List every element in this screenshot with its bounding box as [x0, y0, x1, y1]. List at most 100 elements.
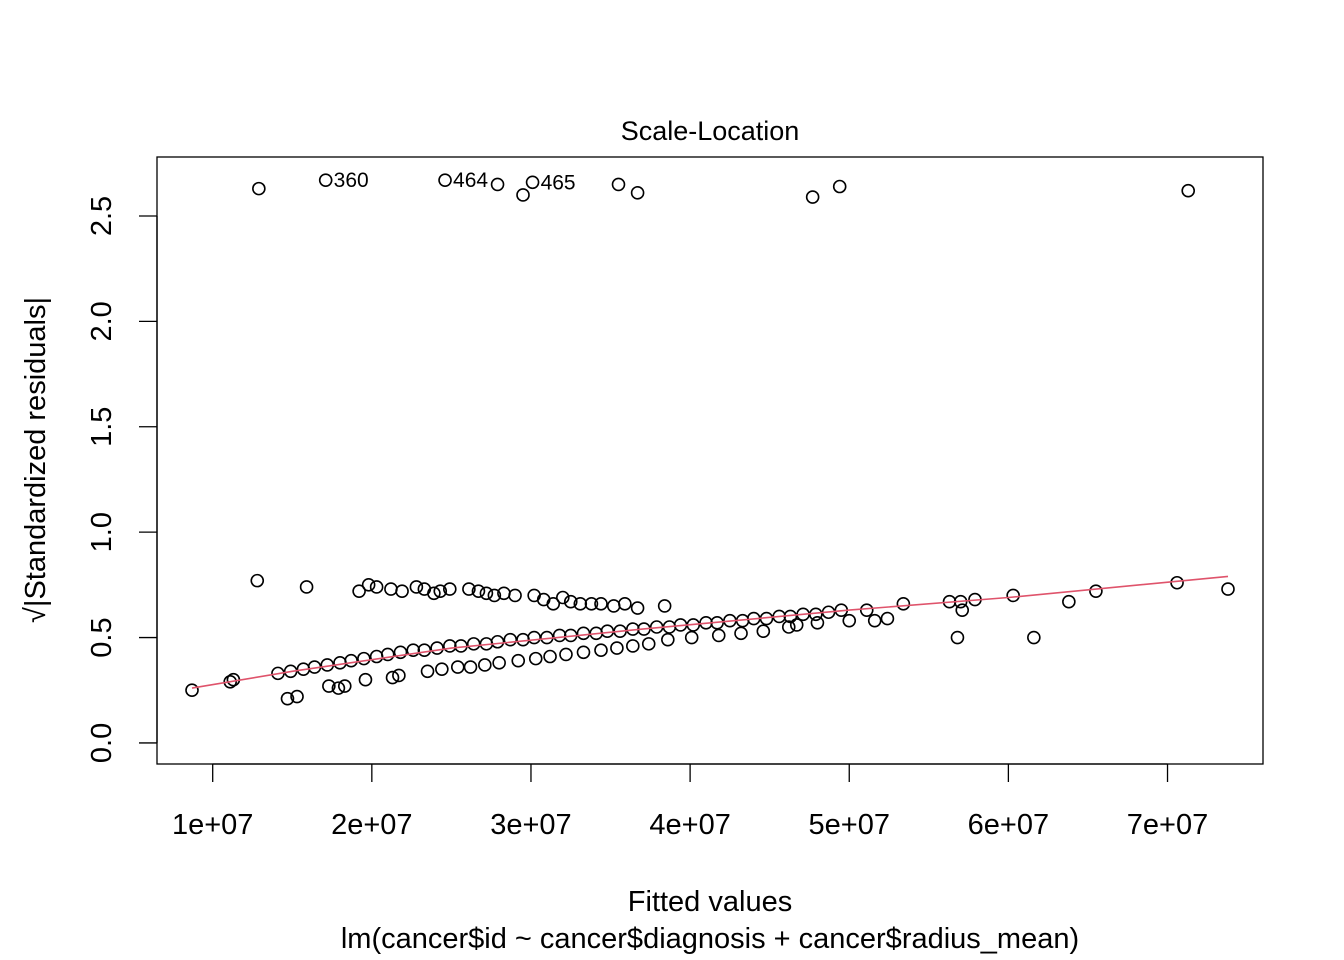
data-point — [435, 662, 449, 676]
data-point — [1089, 584, 1103, 598]
x-tick-label: 6e+07 — [968, 809, 1049, 841]
data-point — [492, 656, 506, 670]
y-axis: 0.0 0.5 1.0 1.5 2.0 2.5 — [86, 196, 158, 763]
data-point — [443, 582, 457, 596]
data-point — [471, 584, 486, 598]
data-point — [344, 653, 358, 668]
data-point — [734, 626, 748, 641]
data-point — [842, 613, 857, 628]
x-axis: 1e+07 2e+07 3e+07 4e+07 5e+07 6e+07 7e+07 — [172, 763, 1208, 841]
y-tick-label: 2.0 — [86, 301, 118, 341]
data-point — [600, 624, 615, 639]
data-point — [832, 179, 847, 194]
data-point — [684, 630, 699, 645]
data-point — [322, 679, 336, 693]
data-point — [805, 190, 820, 204]
data-point — [392, 668, 406, 683]
data-point — [630, 601, 645, 615]
data-point — [508, 588, 522, 603]
data-point — [1181, 183, 1196, 198]
data-point — [552, 628, 567, 643]
data-point — [490, 634, 505, 649]
data-point — [711, 628, 726, 643]
data-point — [511, 653, 526, 668]
y-tick-label: 2.5 — [86, 196, 118, 236]
data-point — [859, 603, 874, 617]
data-point — [955, 603, 970, 617]
data-point — [250, 573, 265, 588]
data-point — [385, 670, 400, 685]
data-point — [462, 582, 476, 596]
point-label: 464 — [453, 169, 488, 192]
x-tick-label: 2e+07 — [331, 809, 412, 841]
data-point — [516, 632, 530, 647]
data-point — [1221, 582, 1235, 596]
data-point — [781, 620, 796, 634]
data-point — [657, 599, 672, 613]
data-point — [950, 630, 965, 645]
data-point — [290, 689, 304, 704]
data-point — [490, 177, 505, 192]
data-point — [420, 664, 435, 679]
data-point — [384, 582, 398, 596]
data-point — [430, 641, 444, 655]
point-label: 465 — [541, 171, 576, 194]
data-point — [555, 590, 570, 605]
data-point — [369, 580, 384, 594]
labeled-data-point — [438, 173, 452, 187]
data-point — [1170, 575, 1184, 590]
x-tick-label: 1e+07 — [172, 809, 253, 841]
data-point — [503, 632, 518, 647]
y-tick-label: 0.0 — [86, 723, 118, 763]
data-point — [369, 649, 384, 664]
data-point — [576, 626, 591, 641]
data-point — [443, 639, 457, 653]
smooth-line — [191, 575, 1229, 689]
data-point — [409, 580, 424, 594]
data-point — [528, 651, 543, 666]
labeled-data-point — [318, 173, 333, 187]
data-point — [618, 597, 632, 611]
data-point — [393, 645, 408, 660]
data-point — [466, 637, 481, 651]
data-point — [661, 632, 675, 647]
data-point — [417, 643, 432, 657]
x-axis-label: Fitted values — [628, 886, 792, 918]
data-point — [626, 639, 640, 653]
data-point — [594, 643, 608, 657]
data-point — [610, 641, 624, 655]
model-formula-subtitle: lm(cancer$id ~ cancer$diagnosis + cancer… — [341, 923, 1079, 955]
data-point — [594, 597, 608, 611]
data-point — [867, 613, 882, 628]
data-point — [185, 683, 199, 698]
data-point — [546, 597, 561, 611]
data-point — [395, 584, 409, 598]
y-axis-label: √|Standardized residuals| — [20, 297, 52, 623]
data-point — [427, 586, 441, 601]
x-tick-label: 4e+07 — [649, 809, 730, 841]
data-point — [559, 647, 573, 662]
data-point — [809, 607, 823, 622]
data-point — [573, 597, 588, 611]
data-point — [333, 656, 347, 670]
data-point — [576, 645, 591, 660]
data-point — [361, 578, 376, 592]
data-point — [433, 584, 448, 598]
data-point — [252, 181, 266, 196]
plot-frame — [156, 156, 1264, 765]
data-point — [478, 658, 492, 672]
data-point — [516, 188, 530, 202]
data-point — [641, 637, 656, 651]
data-point — [463, 660, 478, 674]
data-point — [789, 618, 804, 632]
data-point — [543, 649, 557, 664]
data-point — [352, 584, 366, 598]
data-point — [337, 679, 352, 693]
y-tick-label: 1.5 — [86, 407, 118, 447]
x-tick-label: 3e+07 — [490, 809, 571, 841]
labeled-data-point — [525, 175, 540, 190]
data-point — [527, 630, 541, 645]
y-tick-label: 1.0 — [86, 512, 118, 552]
data-point — [1006, 588, 1020, 603]
